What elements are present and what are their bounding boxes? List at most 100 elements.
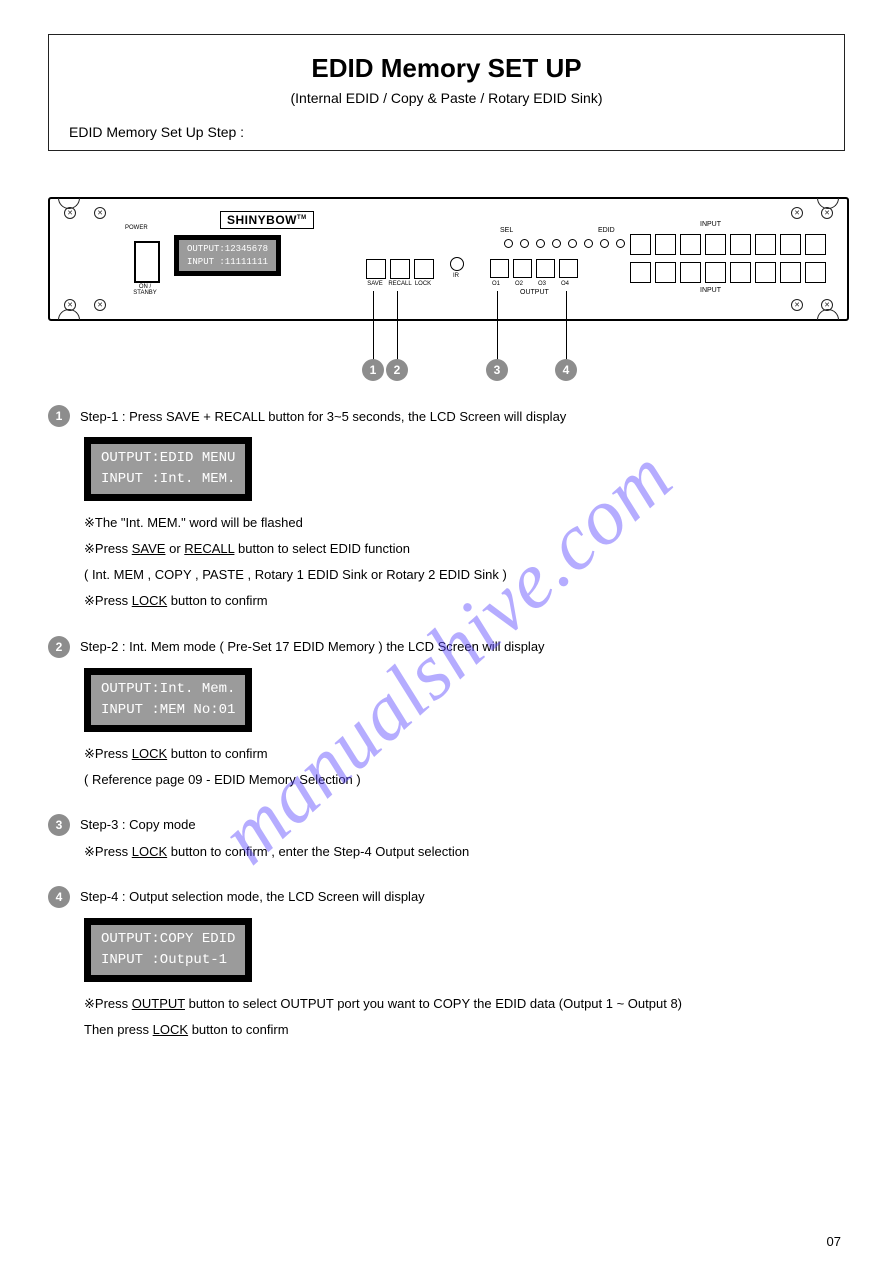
page: manualshive.com EDID Memory SET UP (Inte… (0, 0, 893, 1263)
page-number: 07 (827, 1234, 841, 1249)
input-button[interactable] (655, 262, 676, 283)
input-button[interactable] (655, 234, 676, 255)
lcd-line: OUTPUT:COPY EDID (101, 929, 235, 950)
led-icon (568, 239, 577, 248)
led-icon (552, 239, 561, 248)
lcd-line: OUTPUT:Int. Mem. (101, 679, 235, 700)
txt: button to select EDID function (238, 541, 410, 556)
input-button[interactable] (805, 234, 826, 255)
led-icon (600, 239, 609, 248)
input-button[interactable] (630, 262, 651, 283)
output-o1-label: O1 (492, 281, 500, 287)
txt: ※Press (84, 746, 128, 761)
step-1-lcd: OUTPUT:EDID MENU INPUT :Int. MEM. (84, 437, 252, 501)
txt: button to confirm (171, 593, 268, 608)
input-button[interactable] (730, 262, 751, 283)
screw-icon (791, 299, 803, 311)
edid-label: EDID (598, 227, 615, 234)
notch-icon (817, 198, 839, 209)
input-button[interactable] (730, 234, 751, 255)
input-button[interactable] (680, 234, 701, 255)
callout-line (397, 291, 398, 361)
lcd-line-1: OUTPUT:12345678 (187, 243, 268, 256)
input-button[interactable] (780, 262, 801, 283)
input-row1-label: INPUT (700, 221, 721, 228)
output-button[interactable] (490, 259, 509, 278)
input-button[interactable] (680, 262, 701, 283)
txt: LOCK (132, 593, 167, 608)
power-standby-label: ON / STANBY (128, 284, 162, 296)
brand-tm: TM (297, 215, 307, 221)
input-button[interactable] (780, 234, 801, 255)
lcd-line-2: INPUT :11111111 (187, 256, 268, 269)
step-4: 4 Step-4 : Output selection mode, the LC… (48, 886, 845, 1040)
output-button[interactable] (536, 259, 555, 278)
lcd-screen: OUTPUT:12345678 INPUT :11111111 (174, 235, 281, 276)
txt: Then press (84, 1022, 149, 1037)
step-line: ※Press SAVE or RECALL button to select E… (84, 539, 845, 559)
step-2-lcd: OUTPUT:Int. Mem. INPUT :MEM No:01 (84, 668, 252, 732)
step-line: ※Press OUTPUT button to select OUTPUT po… (84, 994, 845, 1014)
input-button[interactable] (630, 234, 651, 255)
output-o4-label: O4 (561, 281, 569, 287)
txt: RECALL (184, 541, 234, 556)
step-4-lcd-inner: OUTPUT:COPY EDID INPUT :Output-1 (91, 925, 245, 975)
title-box: EDID Memory SET UP (Internal EDID / Copy… (48, 34, 845, 151)
lock-label: LOCK (411, 281, 435, 287)
input-button-row-1 (630, 234, 826, 255)
input-button[interactable] (705, 262, 726, 283)
step-number-icon: 1 (48, 405, 70, 427)
callout-line (566, 291, 567, 361)
led-icon (584, 239, 593, 248)
edid-sel-label: SEL (500, 227, 513, 234)
input-button-row-2 (630, 262, 826, 283)
page-title: EDID Memory SET UP (69, 53, 824, 84)
callout-line (373, 291, 374, 361)
step-number-icon: 4 (48, 886, 70, 908)
lock-button[interactable] (414, 259, 434, 279)
screw-icon (791, 207, 803, 219)
output-button[interactable] (513, 259, 532, 278)
step-line: ※Press LOCK button to confirm (84, 744, 845, 764)
step-4-body: ※Press OUTPUT button to select OUTPUT po… (84, 994, 845, 1040)
txt: ※Press (84, 541, 128, 556)
txt: button to confirm , enter the Step-4 Out… (171, 844, 469, 859)
page-subtitle: (Internal EDID / Copy & Paste / Rotary E… (69, 90, 824, 106)
step-number-icon: 2 (48, 636, 70, 658)
txt: ※Press (84, 996, 128, 1011)
device-panel-wrap: SHINYBOWTM POWER ON / STANBY OUTPUT:1234… (48, 197, 845, 381)
brand-text: SHINYBOW (227, 213, 297, 227)
lcd-line: OUTPUT:EDID MENU (101, 448, 235, 469)
step-line: ※Press LOCK button to confirm (84, 591, 845, 611)
step-3-title: Step-3 : Copy mode (80, 817, 196, 832)
callout-circle-2: 2 (386, 359, 408, 381)
txt: OUTPUT (132, 996, 185, 1011)
input-button[interactable] (705, 234, 726, 255)
brand-label: SHINYBOWTM (220, 211, 314, 229)
callout-circle-3: 3 (486, 359, 508, 381)
step-3: 3 Step-3 : Copy mode ※Press LOCK button … (48, 814, 845, 862)
step-number-icon: 3 (48, 814, 70, 836)
txt: ※Press (84, 844, 128, 859)
power-label: POWER (125, 225, 148, 231)
save-button[interactable] (366, 259, 386, 279)
step-2-head: 2 Step-2 : Int. Mem mode ( Pre-Set 17 ED… (48, 636, 845, 658)
ir-label: IR (453, 273, 459, 279)
callout-circle-1: 1 (362, 359, 384, 381)
edid-led-row (504, 239, 625, 248)
input-button[interactable] (755, 262, 776, 283)
txt: button to select OUTPUT port you want to… (189, 996, 682, 1011)
callout-circle-4: 4 (555, 359, 577, 381)
recall-button[interactable] (390, 259, 410, 279)
power-button[interactable] (134, 241, 160, 283)
step-2: 2 Step-2 : Int. Mem mode ( Pre-Set 17 ED… (48, 636, 845, 790)
output-o3-label: O3 (538, 281, 546, 287)
input-button[interactable] (805, 262, 826, 283)
step-1-head: 1 Step-1 : Press SAVE + RECALL button fo… (48, 405, 845, 427)
input-button[interactable] (755, 234, 776, 255)
step-1-lcd-inner: OUTPUT:EDID MENU INPUT :Int. MEM. (91, 444, 245, 494)
lcd-line: INPUT :Output-1 (101, 950, 235, 971)
lcd-line: INPUT :Int. MEM. (101, 469, 235, 490)
txt: button to confirm (171, 746, 268, 761)
output-button[interactable] (559, 259, 578, 278)
